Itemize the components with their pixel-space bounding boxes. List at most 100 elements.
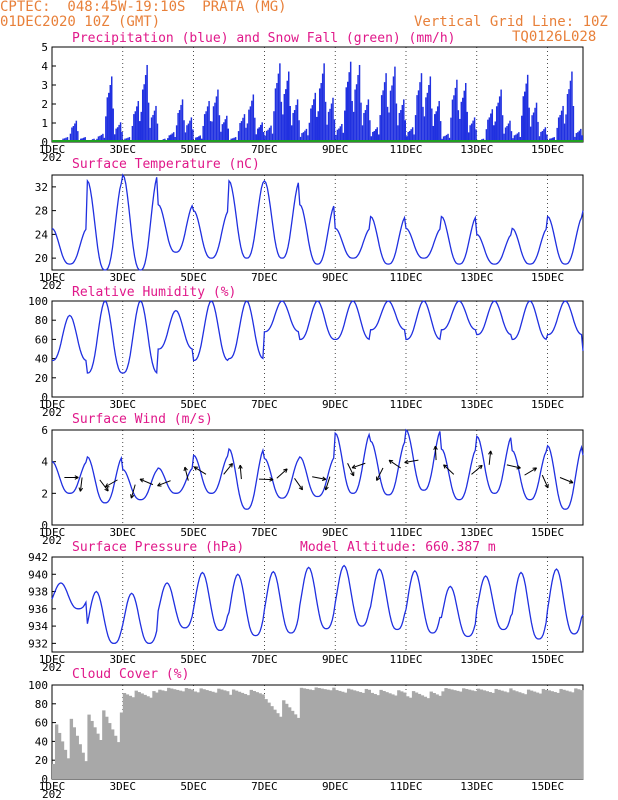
cloud-bar bbox=[329, 690, 333, 779]
precip-bar bbox=[171, 133, 173, 142]
cloud-bar bbox=[240, 692, 245, 779]
cloud-bar bbox=[453, 690, 457, 779]
cloud-bar bbox=[320, 688, 324, 779]
cloud-bar bbox=[526, 689, 531, 779]
precip-bar bbox=[298, 120, 300, 142]
precip-bar bbox=[214, 102, 216, 142]
precip-bar bbox=[226, 115, 228, 142]
wind-arrow bbox=[105, 479, 118, 488]
cloud-bar bbox=[205, 690, 209, 779]
precip-bar bbox=[279, 63, 281, 143]
cloud-bar bbox=[385, 692, 389, 779]
wind-arrow bbox=[223, 463, 233, 475]
precip-bar bbox=[208, 101, 210, 142]
precip-bar bbox=[338, 128, 340, 142]
wind-arrow-head bbox=[193, 466, 199, 471]
precip-bar bbox=[209, 121, 212, 142]
cloud-bar bbox=[161, 690, 165, 779]
x-tick-label: 3DEC bbox=[110, 271, 137, 284]
precip-bar bbox=[332, 97, 334, 142]
precip-bar bbox=[316, 116, 318, 142]
precip-bar bbox=[277, 73, 280, 142]
cloud-bar bbox=[290, 710, 295, 779]
precip-bar bbox=[435, 111, 437, 142]
cloud-bar bbox=[246, 695, 251, 779]
precip-bar bbox=[364, 110, 367, 142]
precip-bar bbox=[136, 106, 138, 142]
precip-bar bbox=[516, 133, 519, 142]
precip-bar bbox=[189, 120, 191, 142]
precip-bar bbox=[259, 124, 262, 142]
cloud-bar bbox=[562, 689, 566, 779]
cloud-bar bbox=[125, 694, 130, 779]
precip-bar bbox=[394, 66, 396, 142]
y-tick-label: 80 bbox=[35, 698, 48, 711]
wind-arrow-head bbox=[351, 464, 357, 469]
wind-arrow bbox=[347, 463, 355, 477]
y-tick-label: 20 bbox=[35, 372, 48, 385]
precip-bar bbox=[105, 116, 107, 142]
precip-bar bbox=[574, 136, 576, 142]
cloud-bar bbox=[208, 690, 212, 779]
precip-bar bbox=[299, 136, 302, 142]
cloud-bar bbox=[217, 688, 221, 779]
cloud-bar bbox=[473, 691, 478, 779]
precip-bar bbox=[248, 109, 250, 142]
precip-bar bbox=[317, 111, 319, 142]
wind-arrow bbox=[184, 466, 189, 481]
cloud-bar bbox=[234, 690, 239, 779]
cloud-bar bbox=[52, 763, 56, 779]
precip-bar bbox=[77, 131, 79, 142]
precip-bar bbox=[385, 73, 387, 142]
cloud-bar bbox=[113, 735, 118, 779]
precip-bar bbox=[118, 124, 120, 142]
precip-bar bbox=[575, 133, 578, 142]
x-tick-label: 15DEC bbox=[531, 653, 564, 666]
cloud-bar bbox=[447, 688, 451, 779]
precip-bar bbox=[347, 81, 349, 142]
precip-bar bbox=[562, 105, 564, 142]
cloud-bar bbox=[344, 692, 348, 779]
precip-bar bbox=[221, 124, 224, 142]
precip-bar bbox=[459, 118, 461, 142]
cloud-bar bbox=[311, 690, 315, 779]
precip-bar bbox=[156, 123, 159, 142]
y-tick-label: 60 bbox=[35, 717, 48, 730]
x-tick-label: 3DEC bbox=[110, 780, 137, 793]
cloud-bar bbox=[482, 690, 487, 779]
precip-bar bbox=[137, 101, 140, 142]
precip-bar bbox=[84, 137, 86, 142]
cloud-bar bbox=[364, 688, 369, 779]
precip-bar bbox=[386, 106, 389, 142]
cloud-bar bbox=[568, 691, 572, 779]
precip-bar bbox=[439, 121, 442, 142]
cloud-bar bbox=[190, 689, 194, 779]
panel-title: Relative Humidity (%) bbox=[72, 285, 236, 300]
precip-bar bbox=[323, 63, 325, 143]
x-tick-label: 11DEC bbox=[389, 398, 422, 411]
y-tick-label: 20 bbox=[35, 754, 48, 767]
cloud-bar bbox=[282, 700, 286, 779]
precip-bar bbox=[392, 76, 395, 142]
cloud-bar bbox=[476, 688, 481, 779]
cloud-bar bbox=[252, 691, 256, 779]
cloud-bar bbox=[158, 689, 162, 779]
precip-bar bbox=[532, 112, 535, 142]
precip-bar bbox=[369, 120, 371, 142]
precip-bar bbox=[448, 137, 451, 142]
precip-bar bbox=[75, 120, 78, 142]
precip-bar bbox=[361, 125, 364, 142]
precip-bar bbox=[313, 99, 315, 142]
precip-bar bbox=[580, 128, 582, 142]
precip-bar bbox=[249, 106, 252, 142]
cloud-bar bbox=[435, 694, 439, 779]
cloud-bar bbox=[267, 702, 271, 779]
y-tick-label: 1 bbox=[41, 117, 48, 130]
x-tick-label: 5DEC bbox=[180, 398, 207, 411]
precip-bar bbox=[410, 129, 412, 142]
precip-bar bbox=[199, 135, 201, 142]
cloud-bar bbox=[382, 691, 386, 779]
precip-bar bbox=[457, 110, 460, 142]
precip-bar bbox=[170, 134, 172, 142]
precip-bar bbox=[109, 85, 111, 142]
